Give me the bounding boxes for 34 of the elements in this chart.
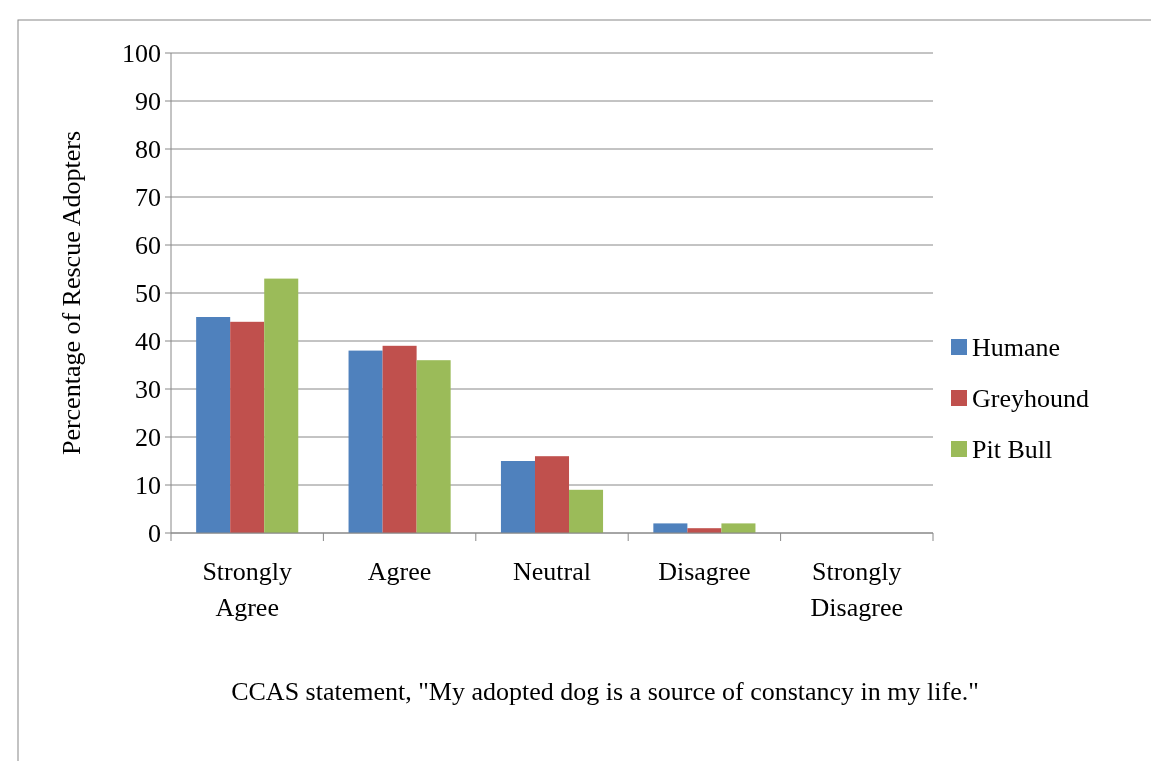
category-label: Strongly <box>202 557 292 586</box>
category-label: Disagree <box>810 593 903 622</box>
category-label: Strongly <box>812 557 902 586</box>
y-tick-label: 60 <box>135 231 161 261</box>
y-tick-label: 20 <box>135 423 161 453</box>
category-label: Agree <box>215 593 279 622</box>
bar <box>500 461 535 533</box>
bar <box>569 489 604 533</box>
y-tick-label: 80 <box>135 135 161 165</box>
bar <box>416 360 451 533</box>
legend-label: Humane <box>972 333 1061 363</box>
y-axis-title: Percentage of Rescue Adopters <box>57 130 86 456</box>
category-label: Agree <box>367 557 432 586</box>
y-tick-label: 10 <box>135 471 161 501</box>
bar <box>382 345 417 533</box>
bar <box>230 321 265 533</box>
y-tick-label: 70 <box>135 183 161 213</box>
bar <box>721 523 756 533</box>
y-tick-label: 40 <box>135 327 161 357</box>
y-tick-label: 90 <box>135 87 161 117</box>
bar <box>348 350 383 533</box>
bar <box>534 456 570 533</box>
y-tick-label: 100 <box>122 39 161 69</box>
bar <box>264 278 299 533</box>
y-tick-label: 0 <box>148 519 161 549</box>
category-label: Neutral <box>513 557 591 586</box>
bar <box>196 317 231 533</box>
bar <box>653 523 688 533</box>
x-axis-title: CCAS statement, "My adopted dog is a source of constancy in my life." <box>231 677 979 706</box>
y-tick-label: 50 <box>135 279 161 309</box>
y-tick-label: 30 <box>135 375 161 405</box>
legend-label: Greyhound <box>972 384 1089 414</box>
category-label: Disagree <box>658 557 751 586</box>
legend-label: Pit Bull <box>972 435 1053 465</box>
